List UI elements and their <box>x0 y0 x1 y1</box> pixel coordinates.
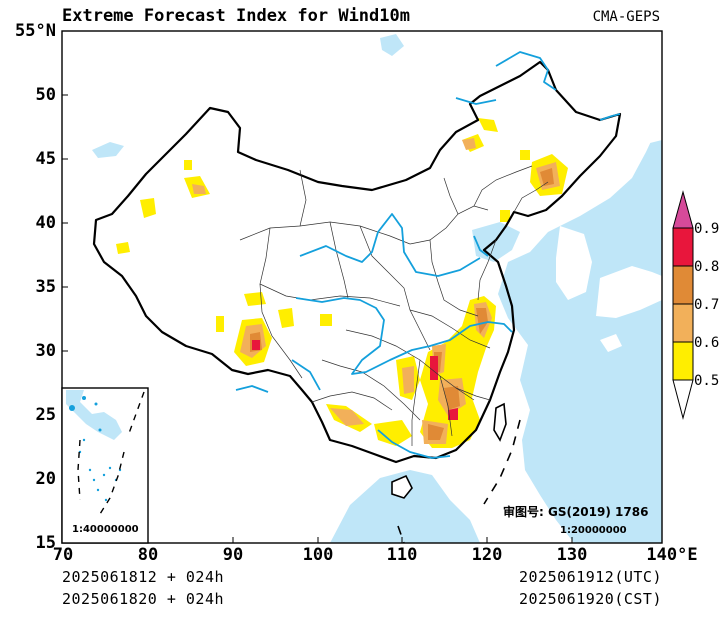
valid-time-cst: 2025061920(CST) <box>519 590 662 608</box>
south-china-sea-inset <box>61 387 149 544</box>
colorbar-label-05: 0.5 <box>694 373 720 389</box>
main-scale: 1:20000000 <box>560 525 627 536</box>
neighbor-land <box>556 112 662 352</box>
colorbar-06-segment <box>672 303 694 343</box>
colorbar-label-07: 0.7 <box>694 297 720 313</box>
init-time-utc: 2025061812 + 024h <box>62 568 225 586</box>
source-label: CMA-GEPS <box>592 9 660 25</box>
y-tick-45: 45 <box>35 149 56 169</box>
y-tick-40: 40 <box>35 213 56 233</box>
province-borders <box>239 165 549 446</box>
colorbar-08-segment <box>672 227 694 267</box>
y-tick-15: 15 <box>35 533 56 553</box>
colorbar-09-segment <box>672 190 694 229</box>
x-tick-80: 80 <box>137 545 159 565</box>
y-tick-55: 55°N <box>15 21 56 41</box>
y-tick-50: 50 <box>35 85 56 105</box>
rivers <box>235 51 621 459</box>
colorbar <box>672 190 694 420</box>
valid-time-utc: 2025061912(UTC) <box>519 568 662 586</box>
y-tick-30: 30 <box>35 341 56 361</box>
colorbar-05-segment <box>672 341 694 381</box>
taiwan-island <box>493 402 507 442</box>
y-tick-25: 25 <box>35 405 56 425</box>
colorbar-label-08: 0.8 <box>694 259 720 275</box>
x-tick-120: 120 <box>471 545 503 565</box>
hainan-island <box>391 474 413 499</box>
ocean <box>92 34 662 543</box>
x-tick-140: 140°E <box>646 545 698 565</box>
colorbar-07-segment <box>672 265 694 305</box>
approval-number: 审图号: GS(2019) 1786 <box>503 505 649 519</box>
y-tick-20: 20 <box>35 469 56 489</box>
x-tick-70: 70 <box>52 545 74 565</box>
x-tick-90: 90 <box>222 545 244 565</box>
x-tick-100: 100 <box>302 545 334 565</box>
colorbar-label-09: 0.9 <box>694 221 720 237</box>
y-tick-35: 35 <box>35 277 56 297</box>
colorbar-low-segment <box>672 379 694 420</box>
init-time-cst: 2025061820 + 024h <box>62 590 225 608</box>
colorbar-label-06: 0.6 <box>694 335 720 351</box>
map-title: Extreme Forecast Index for Wind10m <box>62 6 410 26</box>
inset-scale: 1:40000000 <box>72 524 139 535</box>
x-tick-110: 110 <box>386 545 418 565</box>
x-tick-130: 130 <box>556 545 588 565</box>
maritime-boundary <box>397 419 521 544</box>
efi-shading <box>116 118 568 448</box>
